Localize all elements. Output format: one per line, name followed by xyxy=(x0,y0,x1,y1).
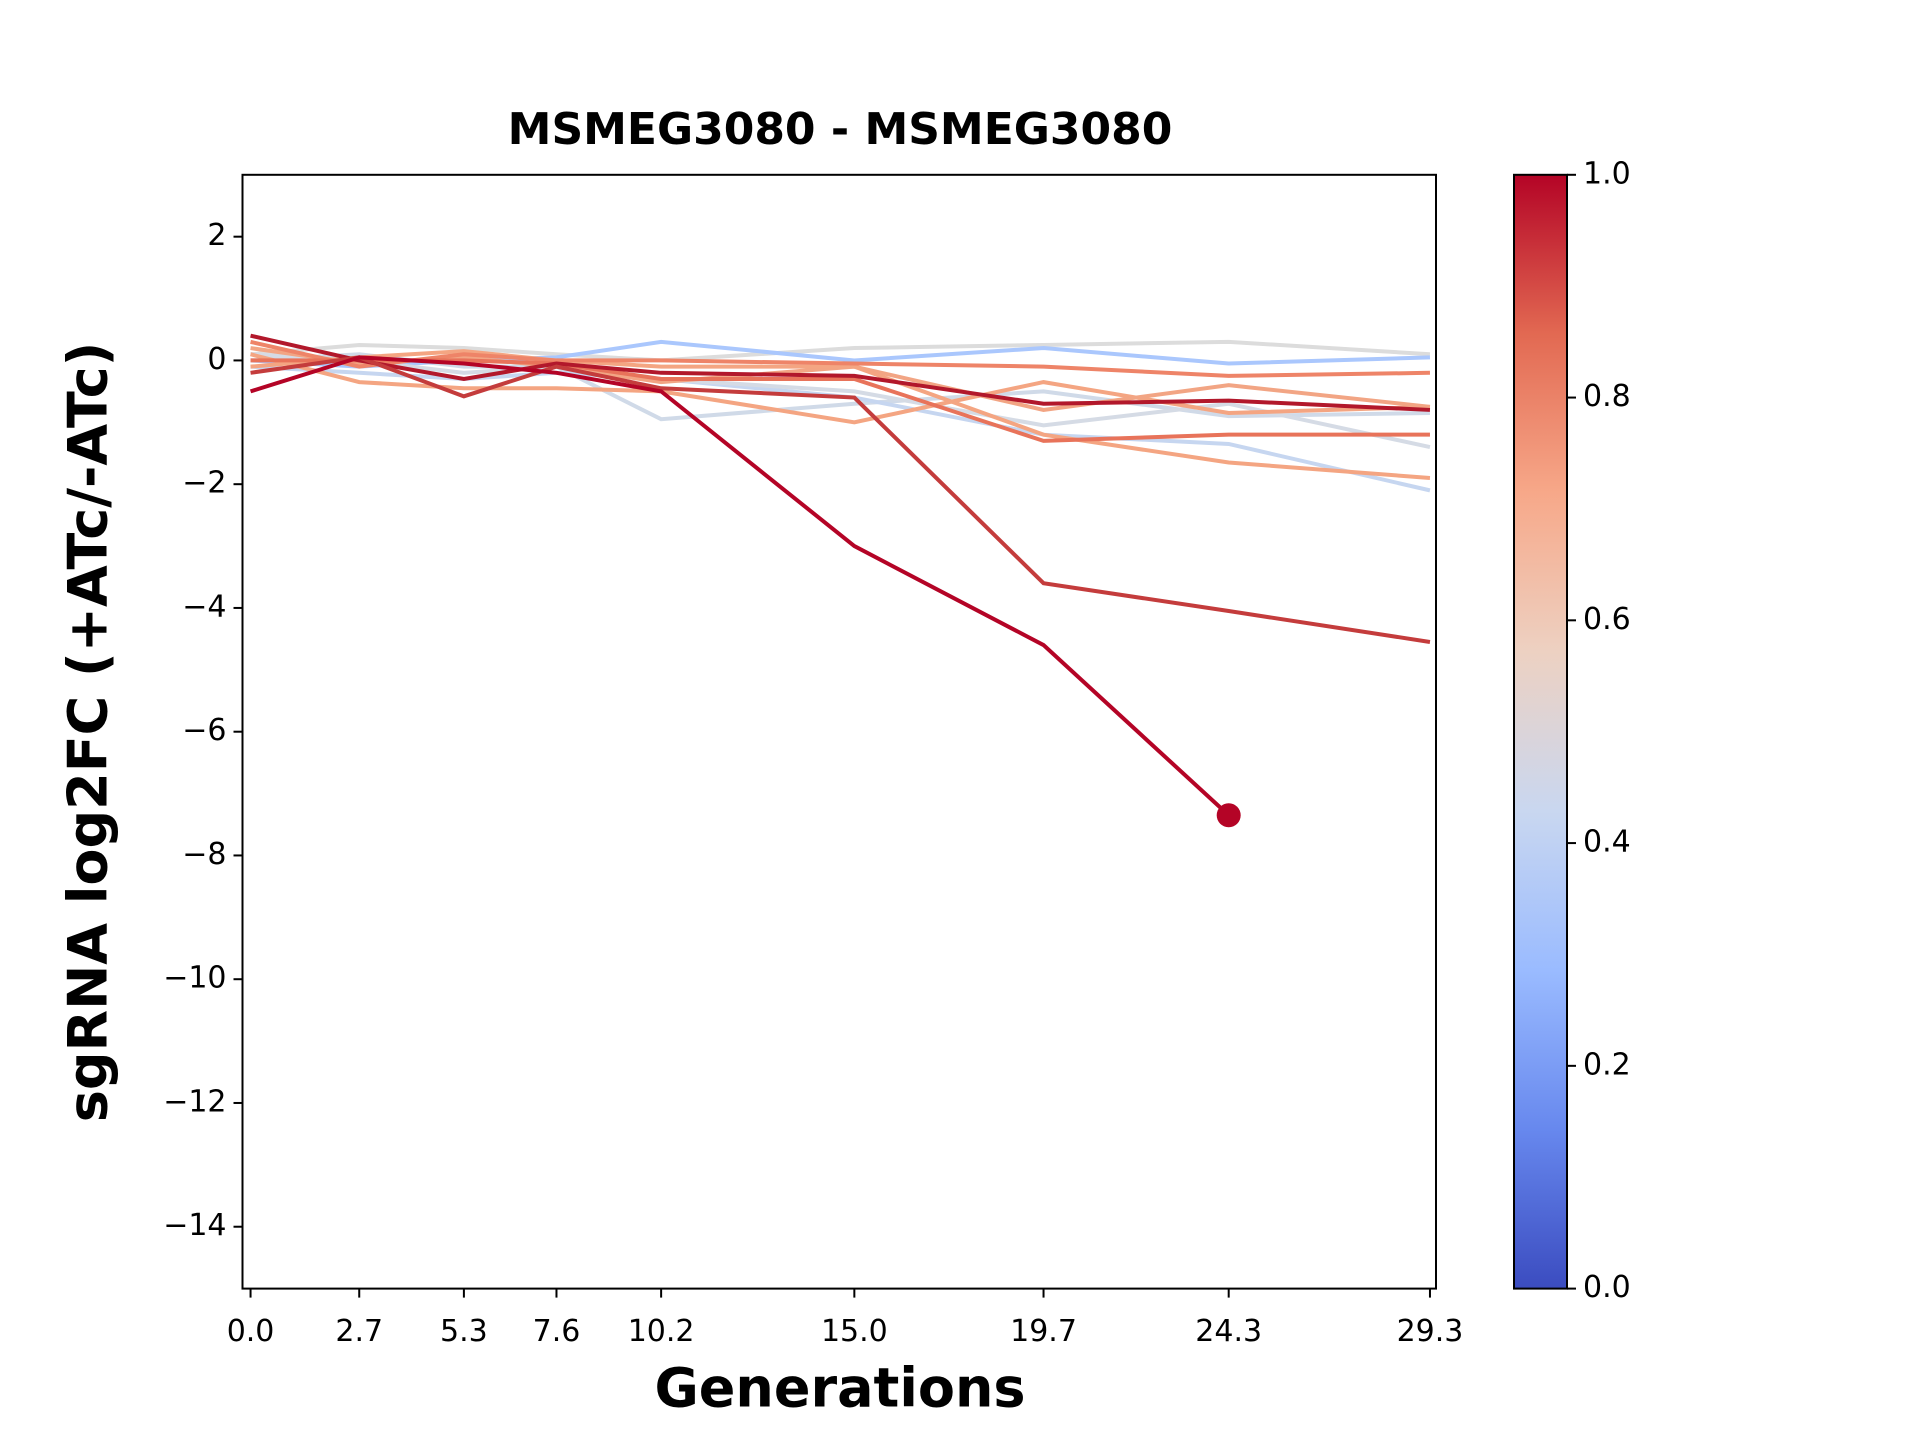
end-marker xyxy=(1216,803,1241,828)
x-tick-label: 15.0 xyxy=(821,1314,888,1349)
y-tick-label: 0 xyxy=(207,342,226,377)
y-axis-label: sgRNA log2FC (+ATc/-ATc) xyxy=(57,342,120,1123)
x-tick-label: 10.2 xyxy=(628,1314,695,1349)
data-line xyxy=(249,355,1231,817)
chart-title: MSMEG3080 - MSMEG3080 xyxy=(508,104,1173,155)
data-line xyxy=(250,333,1431,412)
y-tick-label: −6 xyxy=(182,713,226,748)
x-tick-label: 19.7 xyxy=(1010,1314,1077,1349)
y-tick-label: −10 xyxy=(163,961,226,996)
x-axis-label: Generations xyxy=(654,1357,1025,1420)
colorbar-tick-label: 0.4 xyxy=(1583,825,1631,860)
y-tick-label: −14 xyxy=(163,1208,226,1243)
x-tick-label: 24.3 xyxy=(1195,1314,1262,1349)
y-tick-label: −8 xyxy=(182,837,226,872)
x-tick-label: 5.3 xyxy=(440,1314,488,1349)
data-line xyxy=(250,355,1431,644)
colorbar xyxy=(1513,173,1568,1290)
colorbar-tick-label: 0.2 xyxy=(1583,1047,1631,1082)
y-tick-label: 2 xyxy=(207,218,226,253)
y-tick-label: −12 xyxy=(163,1084,226,1119)
data-line xyxy=(250,339,1430,378)
x-tick-label: 2.7 xyxy=(335,1314,383,1349)
y-tick-label: −4 xyxy=(182,589,226,624)
colorbar-tick-label: 0.6 xyxy=(1583,602,1631,637)
x-tick-label: 7.6 xyxy=(533,1314,581,1349)
colorbar-tick-label: 0.0 xyxy=(1583,1270,1631,1305)
data-line xyxy=(250,349,1431,480)
x-tick-label: 29.3 xyxy=(1397,1314,1464,1349)
x-tick-label: 0.0 xyxy=(227,1314,275,1349)
plot-frame xyxy=(241,173,1437,1290)
colorbar-tick-label: 0.8 xyxy=(1583,379,1631,414)
colorbar-tick-label: 1.0 xyxy=(1583,156,1631,191)
y-tick-label: −2 xyxy=(182,466,226,501)
